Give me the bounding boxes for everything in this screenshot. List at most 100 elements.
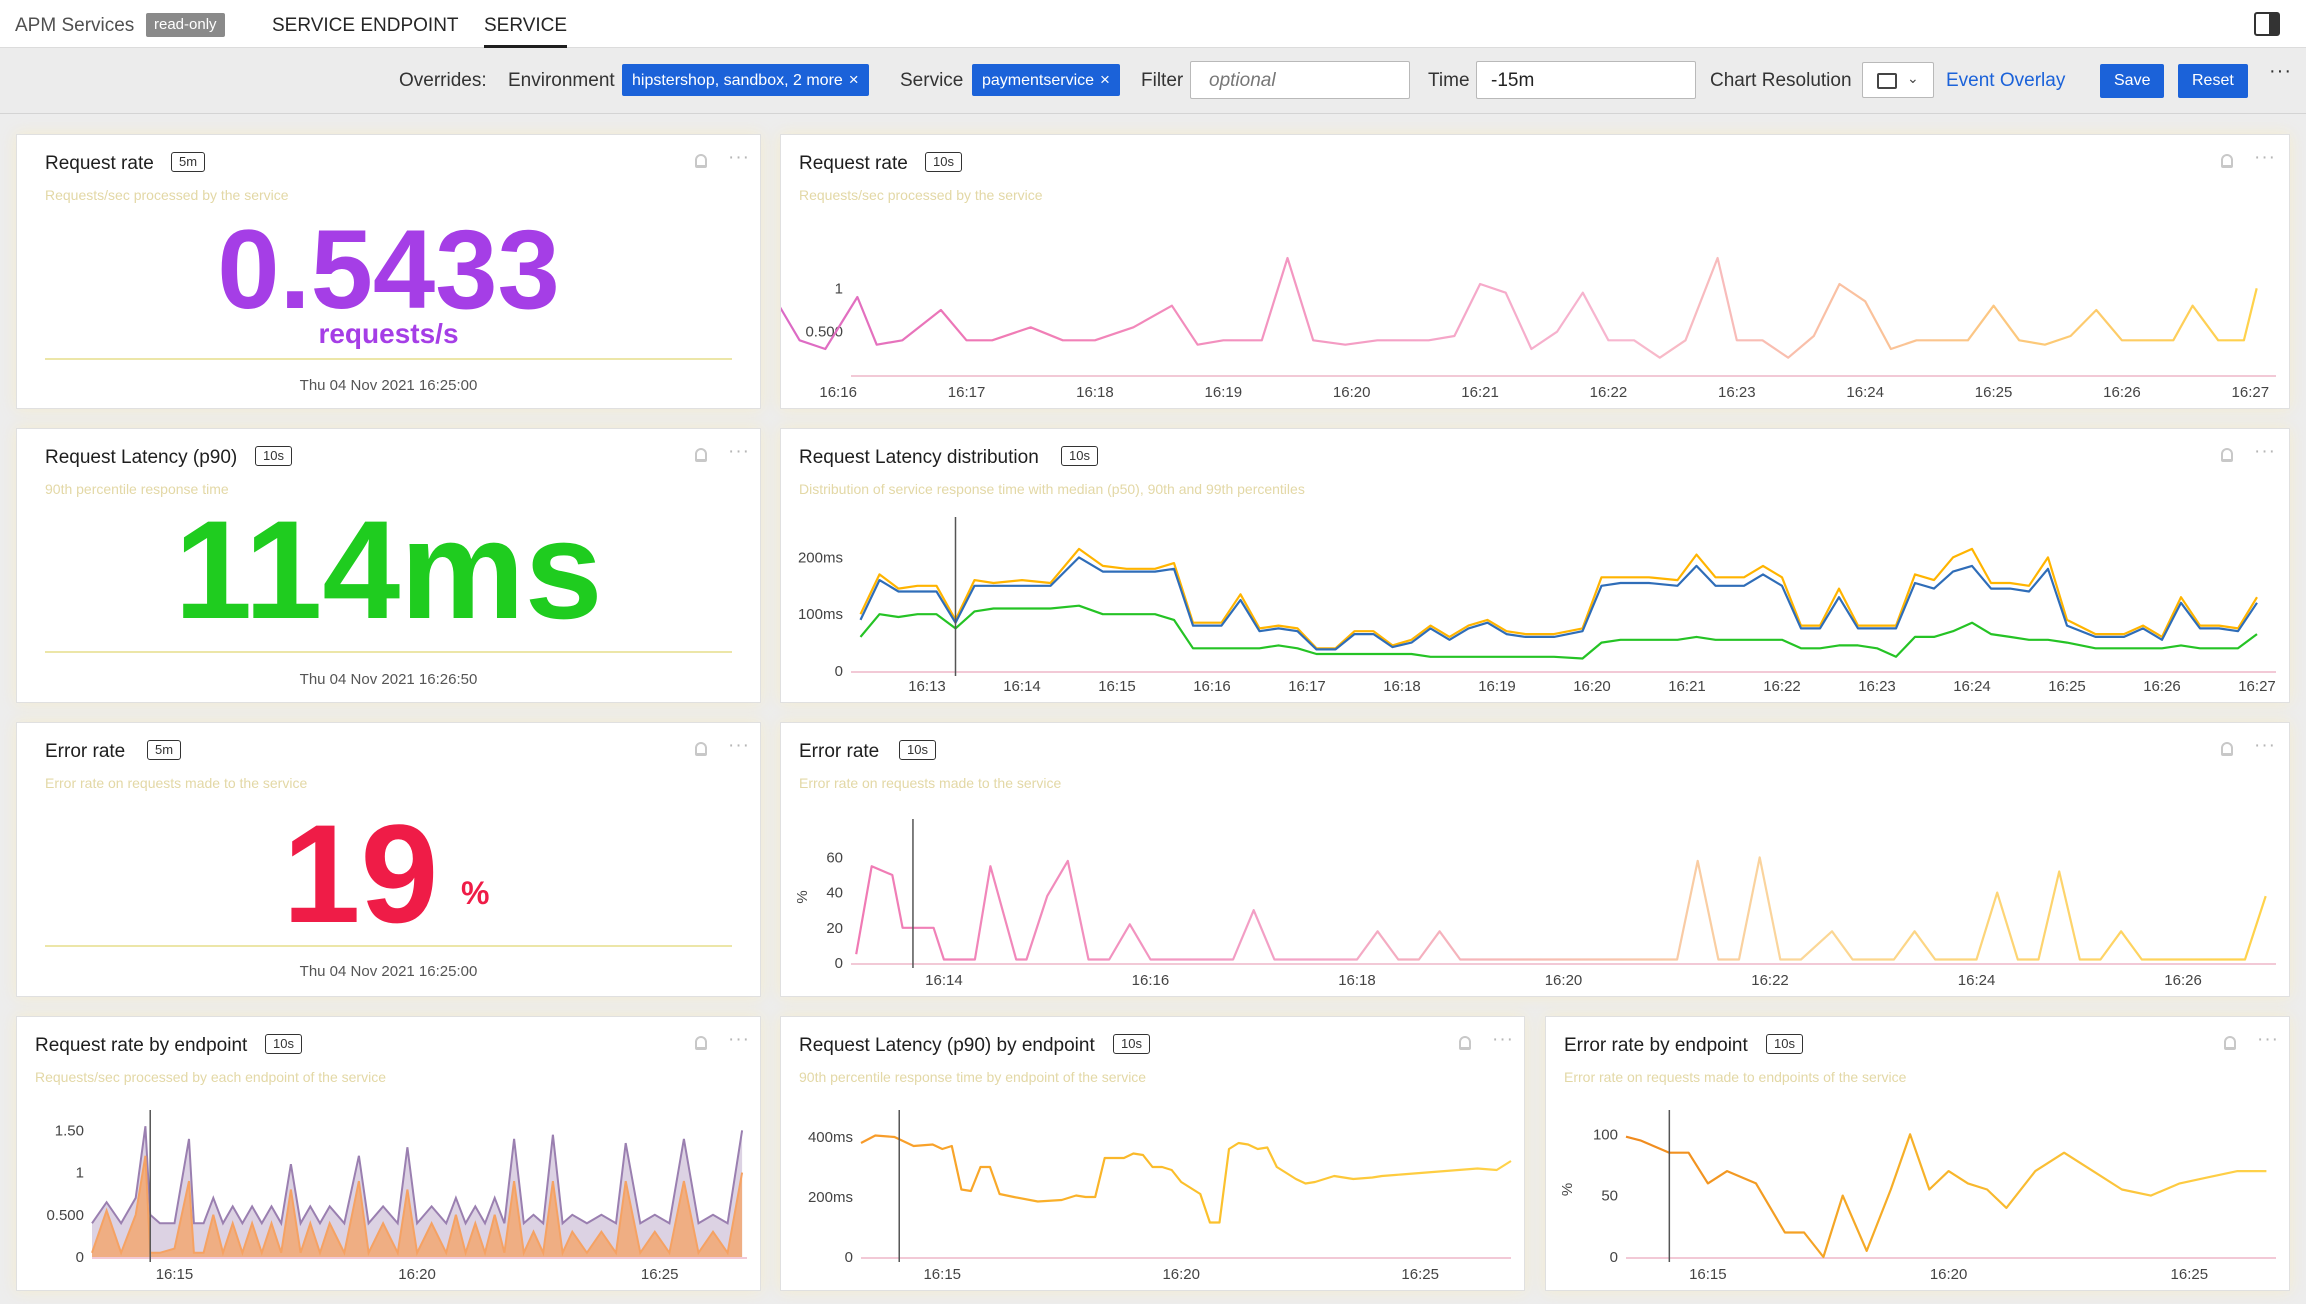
single-value-timestamp: Thu 04 Nov 2021 16:25:00 (299, 377, 478, 394)
more-options-icon[interactable]: ··· (1492, 1029, 1514, 1050)
y-tick-label: 60 (826, 849, 843, 866)
bell-icon[interactable] (695, 448, 707, 462)
time-input[interactable]: -15m (1476, 61, 1696, 99)
bell-icon[interactable] (2221, 448, 2233, 462)
y-tick-label: 0 (845, 1249, 853, 1266)
more-options-icon[interactable]: ··· (2254, 735, 2276, 756)
resolution-badge: 10s (255, 446, 292, 466)
save-button[interactable]: Save (2100, 64, 2165, 98)
environment-chip-text: hipstershop, sandbox, 2 more (632, 72, 843, 89)
more-options-icon[interactable]: ··· (2269, 60, 2292, 82)
card-subtitle: Requests/sec processed by the service (799, 187, 1043, 203)
card-error-rate-by-endpoint: Error rate by endpoint 10s Error rate on… (1545, 1016, 2290, 1291)
series-line (1625, 1133, 2267, 1259)
service-chip-text: paymentservice (982, 72, 1095, 89)
filter-input[interactable]: optional (1190, 61, 1410, 99)
x-tick-label: 16:26 (2103, 384, 2141, 401)
x-tick-label: 16:15 (1098, 678, 1136, 695)
series-line (860, 1134, 1512, 1224)
card-title: Error rate by endpoint (1564, 1035, 1748, 1056)
single-value: 0.5433 (217, 207, 560, 332)
single-value-timestamp: Thu 04 Nov 2021 16:25:00 (299, 963, 478, 980)
x-tick-label: 16:18 (1338, 972, 1376, 989)
more-options-icon[interactable]: ··· (2254, 147, 2276, 168)
card-title: Request rate (799, 153, 908, 174)
more-options-icon[interactable]: ··· (2257, 1029, 2279, 1050)
more-options-icon[interactable]: ··· (728, 735, 750, 756)
y-tick-label: 1 (76, 1165, 84, 1182)
event-overlay-link[interactable]: Event Overlay (1946, 70, 2066, 91)
x-tick-label: 16:27 (2238, 678, 2276, 695)
bell-icon[interactable] (695, 742, 707, 756)
app-title[interactable]: APM Services (15, 15, 135, 36)
card-title: Error rate (799, 741, 880, 762)
more-options-icon[interactable]: ··· (728, 441, 750, 462)
bell-icon[interactable] (1459, 1036, 1471, 1050)
x-tick-label: 16:15 (923, 1266, 961, 1283)
y-axis-label: % (794, 890, 811, 903)
resolution-badge: 10s (1061, 446, 1098, 466)
more-options-icon[interactable]: ··· (728, 147, 750, 168)
card-subtitle: Error rate on requests made to endpoints… (1564, 1069, 1907, 1085)
environment-chip[interactable]: hipstershop, sandbox, 2 more × (622, 64, 869, 96)
resolution-badge: 10s (265, 1034, 302, 1054)
overrides-bar: Overrides: Environment hipstershop, sand… (0, 48, 2306, 114)
service-chip[interactable]: paymentservice × (972, 64, 1120, 96)
y-tick-label: 200ms (798, 549, 843, 566)
tab-service[interactable]: SERVICE (484, 15, 568, 48)
close-icon[interactable]: × (848, 70, 859, 89)
x-tick-label: 16:24 (1958, 972, 1996, 989)
x-tick-label: 16:18 (1076, 384, 1114, 401)
x-tick-label: 16:21 (1668, 678, 1706, 695)
series-line-endpoint (91, 1155, 744, 1257)
series-area-total (92, 1126, 743, 1257)
card-request-rate-single: Request rate 5m Requests/sec processed b… (16, 134, 761, 409)
filter-label: Filter (1141, 70, 1184, 91)
more-options-icon[interactable]: ··· (728, 1029, 750, 1050)
card-subtitle: Requests/sec processed by each endpoint … (35, 1069, 386, 1085)
y-tick-label: 50 (1601, 1188, 1618, 1205)
x-tick-label: 16:19 (1205, 384, 1243, 401)
bell-icon[interactable] (2221, 154, 2233, 168)
card-error-rate-chart: Error rate 10s Error rate on requests ma… (780, 722, 2290, 997)
reset-button[interactable]: Reset (2178, 64, 2248, 98)
bell-icon[interactable] (695, 1036, 707, 1050)
y-tick-label: 0 (76, 1249, 84, 1266)
bell-icon[interactable] (695, 154, 707, 168)
latency-by-endpoint-chart: 0 200ms 400ms 16:15 16:20 16:25 (808, 1110, 1512, 1283)
x-tick-label: 16:22 (1751, 972, 1789, 989)
sparkline (45, 945, 732, 947)
card-title: Request Latency (p90) (45, 447, 238, 468)
bell-icon[interactable] (2224, 1036, 2236, 1050)
x-tick-label: 16:24 (1953, 678, 1991, 695)
y-tick-label: 1.50 (55, 1122, 84, 1139)
y-tick-label: 0.500 (805, 324, 843, 341)
card-request-rate-chart: Request rate 10s Requests/sec processed … (780, 134, 2290, 409)
tab-service-endpoint[interactable]: SERVICE ENDPOINT (272, 15, 459, 36)
series-line-p99 (859, 547, 2258, 650)
sparkline (45, 358, 732, 360)
x-tick-label: 16:25 (1975, 384, 2013, 401)
more-options-icon[interactable]: ··· (2254, 441, 2276, 462)
line-chart-icon (1877, 73, 1897, 89)
chart-resolution-select[interactable]: ⌄ (1862, 62, 1934, 98)
single-value-unit: % (461, 875, 490, 911)
x-tick-label: 16:19 (1478, 678, 1516, 695)
overrides-label: Overrides: (399, 70, 487, 91)
chart-resolution-label: Chart Resolution (1710, 70, 1852, 91)
x-tick-label: 16:15 (1689, 1266, 1727, 1283)
resolution-badge: 10s (1113, 1034, 1150, 1054)
close-icon[interactable]: × (1100, 70, 1110, 89)
x-tick-label: 16:14 (925, 972, 963, 989)
bell-icon[interactable] (2221, 742, 2233, 756)
x-tick-label: 16:16 (1193, 678, 1231, 695)
card-subtitle: Requests/sec processed by the service (45, 187, 289, 203)
x-tick-label: 16:20 (1333, 384, 1371, 401)
panel-toggle-icon[interactable] (2254, 12, 2280, 36)
card-subtitle: 90th percentile response time by endpoin… (799, 1069, 1147, 1085)
y-tick-label: 20 (826, 920, 843, 937)
x-tick-label: 16:25 (1401, 1266, 1439, 1283)
x-tick-label: 16:18 (1383, 678, 1421, 695)
x-tick-label: 16:27 (2232, 384, 2270, 401)
